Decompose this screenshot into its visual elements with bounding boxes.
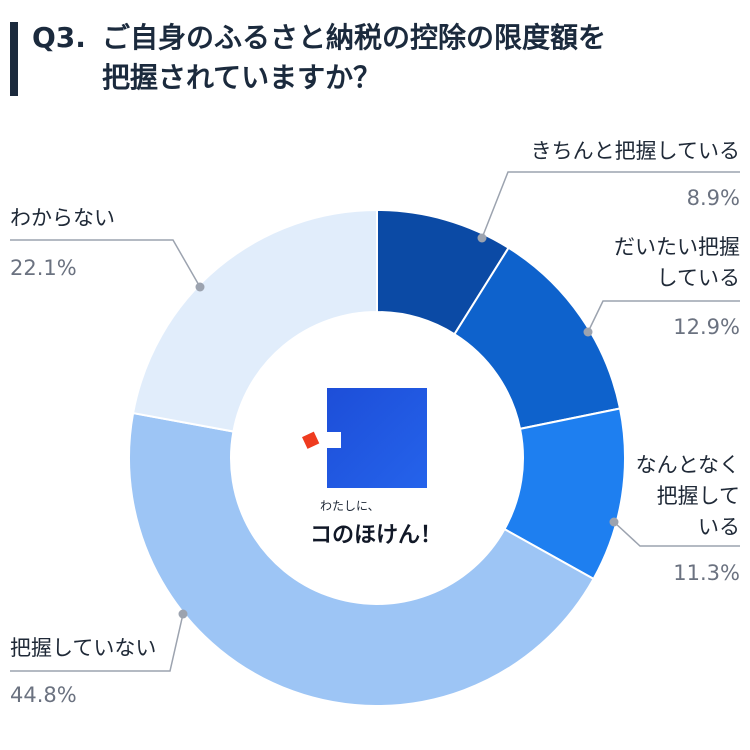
value-label-5: 22.1% [10, 256, 77, 280]
chart-leader-lines [10, 171, 740, 672]
category-label-3: いる [698, 515, 740, 539]
leader-dot-2 [583, 327, 593, 337]
category-label-5: わからない [10, 206, 115, 230]
logo-red-diamond [302, 431, 320, 449]
logo-square [327, 388, 427, 488]
leader-line-2 [587, 300, 740, 333]
title-accent-bar [10, 22, 18, 96]
leader-dot-5 [195, 282, 205, 292]
logo-notch [321, 432, 341, 448]
title-line-1: ご自身のふるさと納税の控除の限度額を [102, 21, 607, 54]
page-title: Q3. ご自身のふるさと納税の控除の限度額を 把握されていますか？ [32, 18, 732, 98]
leader-line-4 [10, 613, 184, 672]
category-label-1: きちんと把握している [531, 139, 740, 163]
category-label-2: している [657, 266, 740, 290]
leader-dot-1 [477, 233, 487, 243]
category-label-3: 把握して [657, 484, 740, 508]
leader-line-3 [613, 521, 740, 547]
category-label-2: だいたい把握 [614, 235, 740, 259]
value-label-3: 11.3% [673, 561, 740, 585]
category-label-3: なんとなく [636, 453, 740, 477]
value-label-4: 44.8% [10, 683, 77, 707]
center-logo: わたしに、 コのほけん！ [302, 388, 442, 548]
value-label-1: 8.9% [687, 186, 740, 210]
logo-big-text: コのほけん！ [310, 523, 442, 548]
leader-dot-3 [609, 517, 619, 527]
category-label-4: 把握していない [10, 636, 156, 660]
leader-line-1 [481, 171, 740, 239]
logo-small-text: わたしに、 [320, 499, 380, 513]
value-label-2: 12.9% [673, 315, 740, 339]
title-line-2: 把握されていますか？ [102, 61, 382, 94]
leader-line-5 [10, 239, 201, 288]
leader-dot-4 [178, 609, 188, 619]
question-number: Q3. [32, 21, 86, 54]
